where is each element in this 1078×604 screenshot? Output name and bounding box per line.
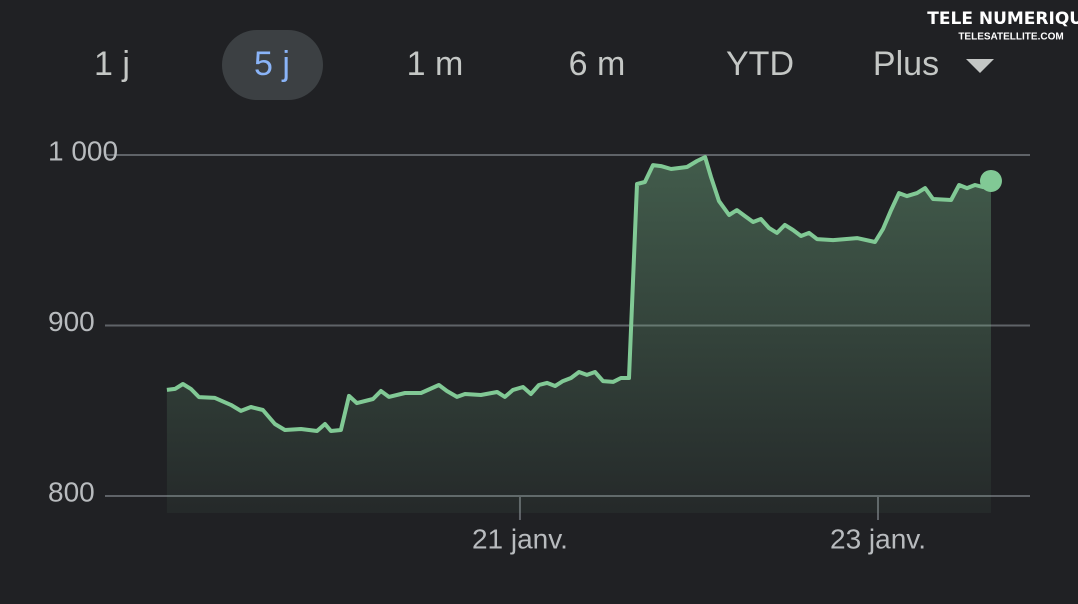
- range-tabs: 1 j 5 j 1 m 6 m YTD Plus: [94, 30, 994, 100]
- range-tab[interactable]: 6 m: [569, 45, 626, 83]
- selected-tab-pill: [222, 30, 323, 100]
- range-tab[interactable]: 1 m: [407, 45, 464, 83]
- y-tick-label: 800: [48, 476, 95, 507]
- range-tab[interactable]: YTD: [726, 45, 794, 83]
- watermark-site: TELESATELLITE.COM: [958, 32, 1063, 43]
- y-tick-label: 900: [48, 306, 95, 337]
- price-line: [166, 155, 993, 433]
- range-tab[interactable]: Plus: [873, 45, 939, 83]
- price-area: [166, 157, 991, 513]
- range-tab[interactable]: 1 j: [94, 45, 130, 83]
- range-tab[interactable]: 5 j: [254, 45, 290, 83]
- x-tick-label: 21 janv.: [472, 523, 568, 554]
- watermark-title: TELE NUMERIQUE: [927, 9, 1078, 29]
- last-price-dot: [979, 169, 1002, 192]
- dropdown-arrow[interactable]: [966, 59, 994, 73]
- y-tick-label: 1 000: [48, 135, 118, 166]
- x-tick-label: 23 janv.: [830, 523, 926, 554]
